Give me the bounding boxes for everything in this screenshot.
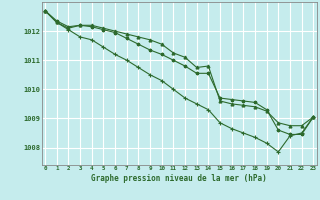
X-axis label: Graphe pression niveau de la mer (hPa): Graphe pression niveau de la mer (hPa) [91,174,267,183]
